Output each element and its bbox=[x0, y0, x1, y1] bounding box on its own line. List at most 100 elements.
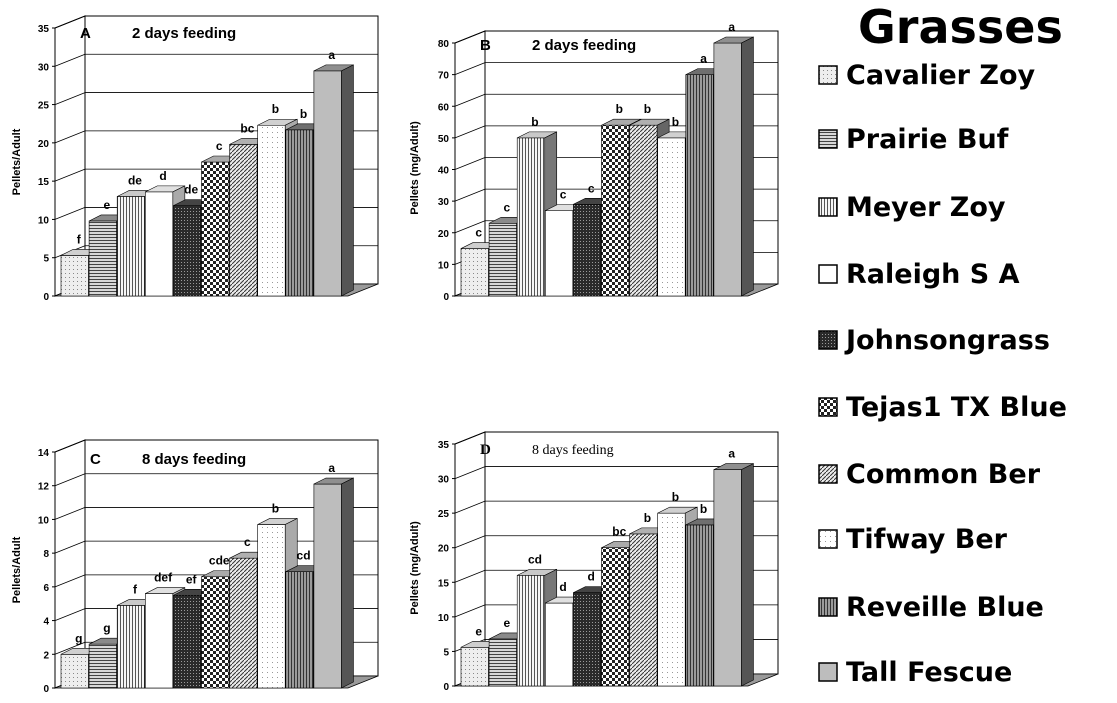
data-label: g bbox=[75, 631, 82, 645]
bar-side bbox=[741, 463, 754, 687]
data-label: a bbox=[328, 48, 335, 62]
bar bbox=[201, 161, 230, 297]
gridline-side bbox=[54, 540, 86, 554]
data-label: f bbox=[77, 232, 82, 246]
bar bbox=[173, 205, 202, 297]
legend-swatch bbox=[818, 264, 838, 284]
legend-swatch bbox=[818, 662, 838, 682]
y-tick-label: 25 bbox=[38, 101, 50, 112]
y-tick-label: 0 bbox=[43, 292, 49, 303]
legend-item: Raleigh S A bbox=[818, 257, 1020, 291]
y-axis-label: Pellets (mg/Adult) bbox=[409, 121, 421, 215]
gridline-side bbox=[454, 220, 486, 234]
data-label: c bbox=[560, 188, 567, 202]
bar bbox=[601, 124, 630, 297]
y-axis-label: Pellets/Adult bbox=[11, 536, 23, 603]
gridline-side bbox=[454, 535, 486, 549]
bar bbox=[173, 594, 202, 689]
data-label: c bbox=[504, 200, 511, 214]
panel-title: 8 days feeding bbox=[532, 443, 614, 458]
bar bbox=[257, 124, 286, 297]
data-label: bc bbox=[240, 121, 254, 135]
panel-letter: B bbox=[480, 37, 491, 54]
legend-item: Tall Fescue bbox=[818, 655, 1012, 689]
data-label: a bbox=[700, 52, 707, 66]
y-axis-label: Pellets/Adult bbox=[11, 128, 23, 195]
bar bbox=[573, 592, 602, 687]
y-tick-label: 60 bbox=[438, 102, 450, 113]
bar bbox=[516, 575, 546, 687]
bar bbox=[60, 653, 89, 689]
bar bbox=[145, 191, 174, 297]
data-label: b bbox=[300, 107, 307, 121]
data-label: c bbox=[475, 226, 482, 240]
y-tick-label: 2 bbox=[43, 650, 49, 661]
y-axis-label: Pellets (mg/Adult) bbox=[409, 521, 421, 615]
y-tick-label: 6 bbox=[43, 583, 49, 594]
bar bbox=[685, 524, 714, 687]
bar bbox=[60, 255, 89, 297]
panel-letter: C bbox=[90, 451, 101, 468]
data-label: f bbox=[133, 582, 138, 596]
bar bbox=[544, 210, 574, 297]
bar bbox=[657, 137, 686, 297]
bar bbox=[313, 483, 342, 689]
data-label: b bbox=[672, 490, 679, 504]
panel-letter: A bbox=[80, 25, 91, 42]
legend-item: Cavalier Zoy bbox=[818, 58, 1035, 92]
data-label: b bbox=[272, 501, 279, 515]
bar bbox=[488, 222, 517, 297]
panel-letter: D bbox=[480, 442, 491, 458]
y-tick-label: 30 bbox=[438, 475, 450, 486]
data-label: c bbox=[216, 139, 223, 153]
data-label: c bbox=[588, 181, 595, 195]
gridline-side bbox=[454, 500, 486, 514]
legend-label: Cavalier Zoy bbox=[846, 59, 1036, 91]
y-tick-label: 12 bbox=[38, 482, 50, 493]
bar bbox=[88, 643, 117, 689]
gridline-side bbox=[454, 569, 486, 583]
bar bbox=[116, 605, 146, 689]
gridline-side bbox=[54, 574, 86, 588]
legend-title: Grasses bbox=[858, 0, 1063, 54]
gridline-side bbox=[454, 62, 486, 75]
gridline-side bbox=[54, 473, 86, 487]
gridline-side bbox=[54, 168, 86, 182]
y-tick-label: 30 bbox=[38, 62, 50, 73]
gridline-side bbox=[454, 188, 486, 202]
gridline-side bbox=[54, 15, 86, 29]
gridline-side bbox=[454, 125, 486, 139]
bar bbox=[573, 203, 602, 297]
data-label: a bbox=[328, 461, 335, 475]
legend-swatch bbox=[818, 197, 838, 217]
y-tick-label: 10 bbox=[38, 215, 50, 226]
legend-item: Tejas1 TX Blue bbox=[818, 390, 1067, 424]
data-label: bc bbox=[612, 525, 626, 539]
bar bbox=[460, 248, 489, 297]
data-label: b bbox=[644, 511, 651, 525]
y-tick-label: 50 bbox=[438, 134, 450, 145]
y-tick-label: 80 bbox=[438, 39, 450, 50]
y-tick-label: 10 bbox=[38, 515, 50, 526]
gridline-side bbox=[454, 604, 486, 618]
data-label: c bbox=[244, 535, 251, 549]
legend-swatch bbox=[818, 529, 838, 549]
bar bbox=[116, 196, 146, 297]
legend-label: Raleigh S A bbox=[846, 258, 1020, 290]
data-label: d bbox=[587, 570, 594, 584]
y-tick-label: 10 bbox=[438, 613, 450, 624]
data-label: d bbox=[559, 580, 566, 594]
legend-label: Prairie Buf bbox=[846, 123, 1009, 155]
gridline-side bbox=[454, 30, 486, 44]
legend-item: Prairie Buf bbox=[818, 122, 1008, 156]
bar-side bbox=[341, 64, 354, 297]
y-tick-label: 0 bbox=[443, 292, 449, 303]
bar-side bbox=[741, 36, 754, 297]
gridline-side bbox=[54, 641, 86, 655]
y-tick-label: 20 bbox=[438, 229, 450, 240]
data-label: a bbox=[728, 20, 735, 34]
gridline-side bbox=[54, 53, 86, 67]
bar bbox=[629, 124, 658, 297]
bar bbox=[229, 557, 258, 689]
